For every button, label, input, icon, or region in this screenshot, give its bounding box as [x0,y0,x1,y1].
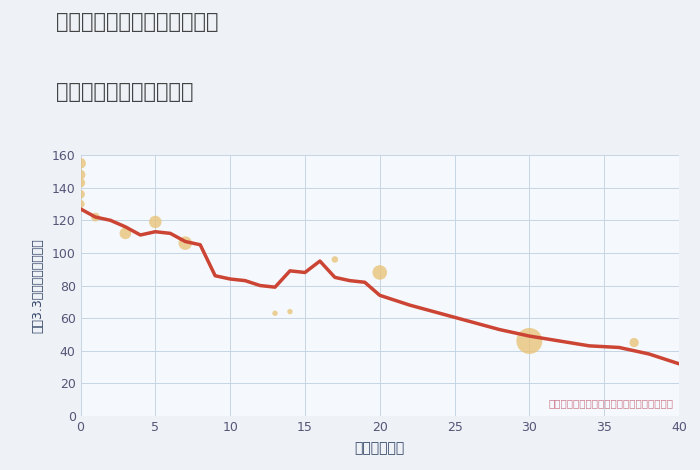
Point [270,309,281,317]
Y-axis label: 坪（3.3㎡）単価（万円）: 坪（3.3㎡）単価（万円） [32,238,45,333]
Point [150,218,161,226]
Text: 円の大きさは、取引のあった物件面積を示す: 円の大きさは、取引のあった物件面積を示す [548,398,673,408]
Point [329,256,340,263]
Point [75,159,86,167]
Point [180,239,191,247]
Text: 築年数別中古戸建て価格: 築年数別中古戸建て価格 [56,82,193,102]
Point [629,339,640,346]
Point [75,171,86,179]
Text: 兵庫県西宮市上ヶ原五番町の: 兵庫県西宮市上ヶ原五番町の [56,12,218,32]
Point [75,179,86,187]
Point [524,337,535,345]
Point [90,213,101,221]
Point [284,308,295,315]
Point [120,229,131,237]
Point [75,200,86,208]
Point [374,269,385,276]
X-axis label: 築年数（年）: 築年数（年） [355,441,405,455]
Point [75,190,86,198]
